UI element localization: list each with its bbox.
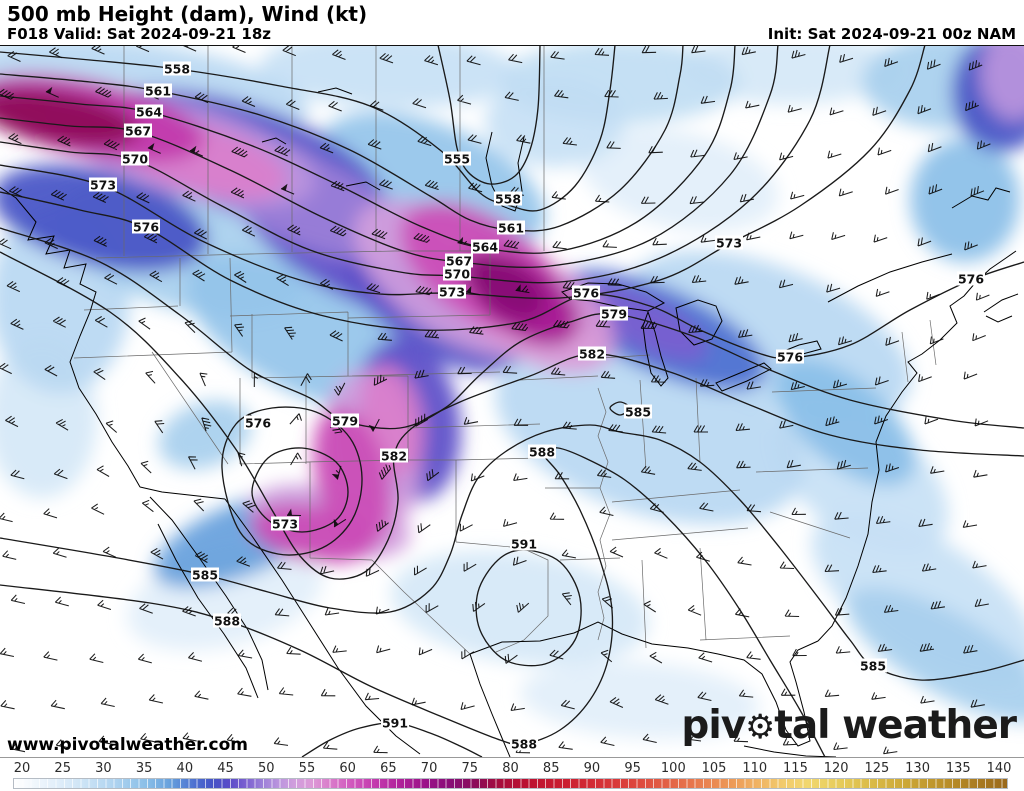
svg-text:591: 591 (382, 716, 408, 731)
svg-text:588: 588 (214, 614, 240, 629)
map-header: 500 mb Height (dam), Wind (kt) F018 Vali… (0, 0, 1024, 46)
colorbar-tick: 40 (176, 761, 194, 776)
svg-text:567: 567 (446, 254, 472, 269)
colorbar-tick: 65 (380, 761, 397, 776)
pivotal-weather-logo: piv⚙tal weather (681, 703, 1017, 748)
colorbar-tick: 75 (461, 761, 479, 776)
colorbar-tick: 110 (742, 761, 768, 776)
gear-icon: ⚙ (745, 707, 775, 746)
svg-text:555: 555 (444, 152, 470, 167)
colorbar-tick: 55 (298, 761, 316, 776)
colorbar-tick: 20 (13, 761, 31, 776)
colorbar-tick: 90 (583, 761, 601, 776)
wind-speed-shading (0, 45, 1024, 739)
svg-text:582: 582 (381, 449, 407, 464)
svg-text:564: 564 (472, 240, 498, 255)
colorbar-cell-lines (14, 779, 1007, 788)
colorbar-tick: 60 (339, 761, 356, 776)
svg-text:585: 585 (625, 405, 651, 420)
svg-text:561: 561 (498, 221, 524, 236)
svg-text:588: 588 (529, 445, 555, 460)
svg-text:585: 585 (860, 659, 886, 674)
svg-text:576: 576 (958, 272, 984, 287)
state-borders (73, 45, 937, 655)
svg-text:558: 558 (495, 192, 521, 207)
colorbar-gradient (13, 778, 1008, 789)
colorbar-tick: 95 (624, 761, 641, 776)
svg-text:576: 576 (133, 220, 159, 235)
colorbar-tick: 105 (701, 761, 727, 776)
svg-text:570: 570 (444, 267, 470, 282)
colorbar-tick: 80 (502, 761, 519, 776)
svg-text:570: 570 (122, 152, 148, 167)
svg-text:576: 576 (573, 286, 599, 301)
svg-text:573: 573 (272, 517, 298, 532)
svg-text:567: 567 (125, 124, 151, 139)
colorbar-tick: 50 (257, 761, 275, 776)
svg-text:582: 582 (579, 347, 605, 362)
svg-text:576: 576 (777, 350, 803, 365)
colorbar-tick: 115 (783, 761, 808, 776)
model-init-label: Init: Sat 2024-09-21 00z NAM (767, 25, 1016, 43)
watermark-url: www.pivotalweather.com (7, 735, 249, 755)
svg-text:573: 573 (716, 236, 742, 251)
svg-text:576: 576 (245, 416, 271, 431)
svg-text:591: 591 (511, 537, 537, 552)
colorbar-tick: 120 (823, 761, 849, 776)
colorbar-tick: 125 (864, 761, 890, 776)
svg-text:588: 588 (511, 737, 537, 752)
colorbar-legend: 20 25 30 35 40 45 50 55 60 65 70 75 80 85 90 95 100 105 11… (0, 757, 1024, 791)
svg-text:573: 573 (90, 178, 116, 193)
svg-text:561: 561 (145, 84, 171, 99)
colorbar-tick: 45 (217, 761, 234, 776)
svg-text:558: 558 (164, 62, 190, 77)
colorbar-tick-labels: 20 25 30 35 40 45 50 55 60 65 70 75 80 85 90 95 100 105 11… (0, 761, 1024, 776)
svg-text:573: 573 (439, 285, 465, 300)
svg-text:564: 564 (136, 105, 162, 120)
colorbar-tick: 85 (542, 761, 560, 776)
svg-text:579: 579 (332, 414, 358, 429)
logo-text-post: tal weather (774, 703, 1017, 748)
page-title: 500 mb Height (dam), Wind (kt) (7, 2, 368, 26)
colorbar-tick: 25 (54, 761, 71, 776)
forecast-valid-label: F018 Valid: Sat 2024-09-21 18z (7, 25, 272, 43)
contour-labels: 5555585585615615645645675675705705735735… (89, 61, 985, 752)
logo-text-pre: piv (681, 703, 746, 748)
colorbar-tick: 70 (420, 761, 438, 776)
colorbar-tick: 135 (945, 761, 971, 776)
colorbar-tick: 140 (986, 761, 1012, 776)
colorbar-tick: 130 (905, 761, 930, 776)
svg-text:585: 585 (192, 568, 218, 583)
colorbar-tick: 30 (95, 761, 112, 776)
svg-text:579: 579 (601, 307, 627, 322)
colorbar-tick: 100 (660, 761, 686, 776)
coastlines (0, 87, 1019, 757)
colorbar-tick: 35 (135, 761, 153, 776)
